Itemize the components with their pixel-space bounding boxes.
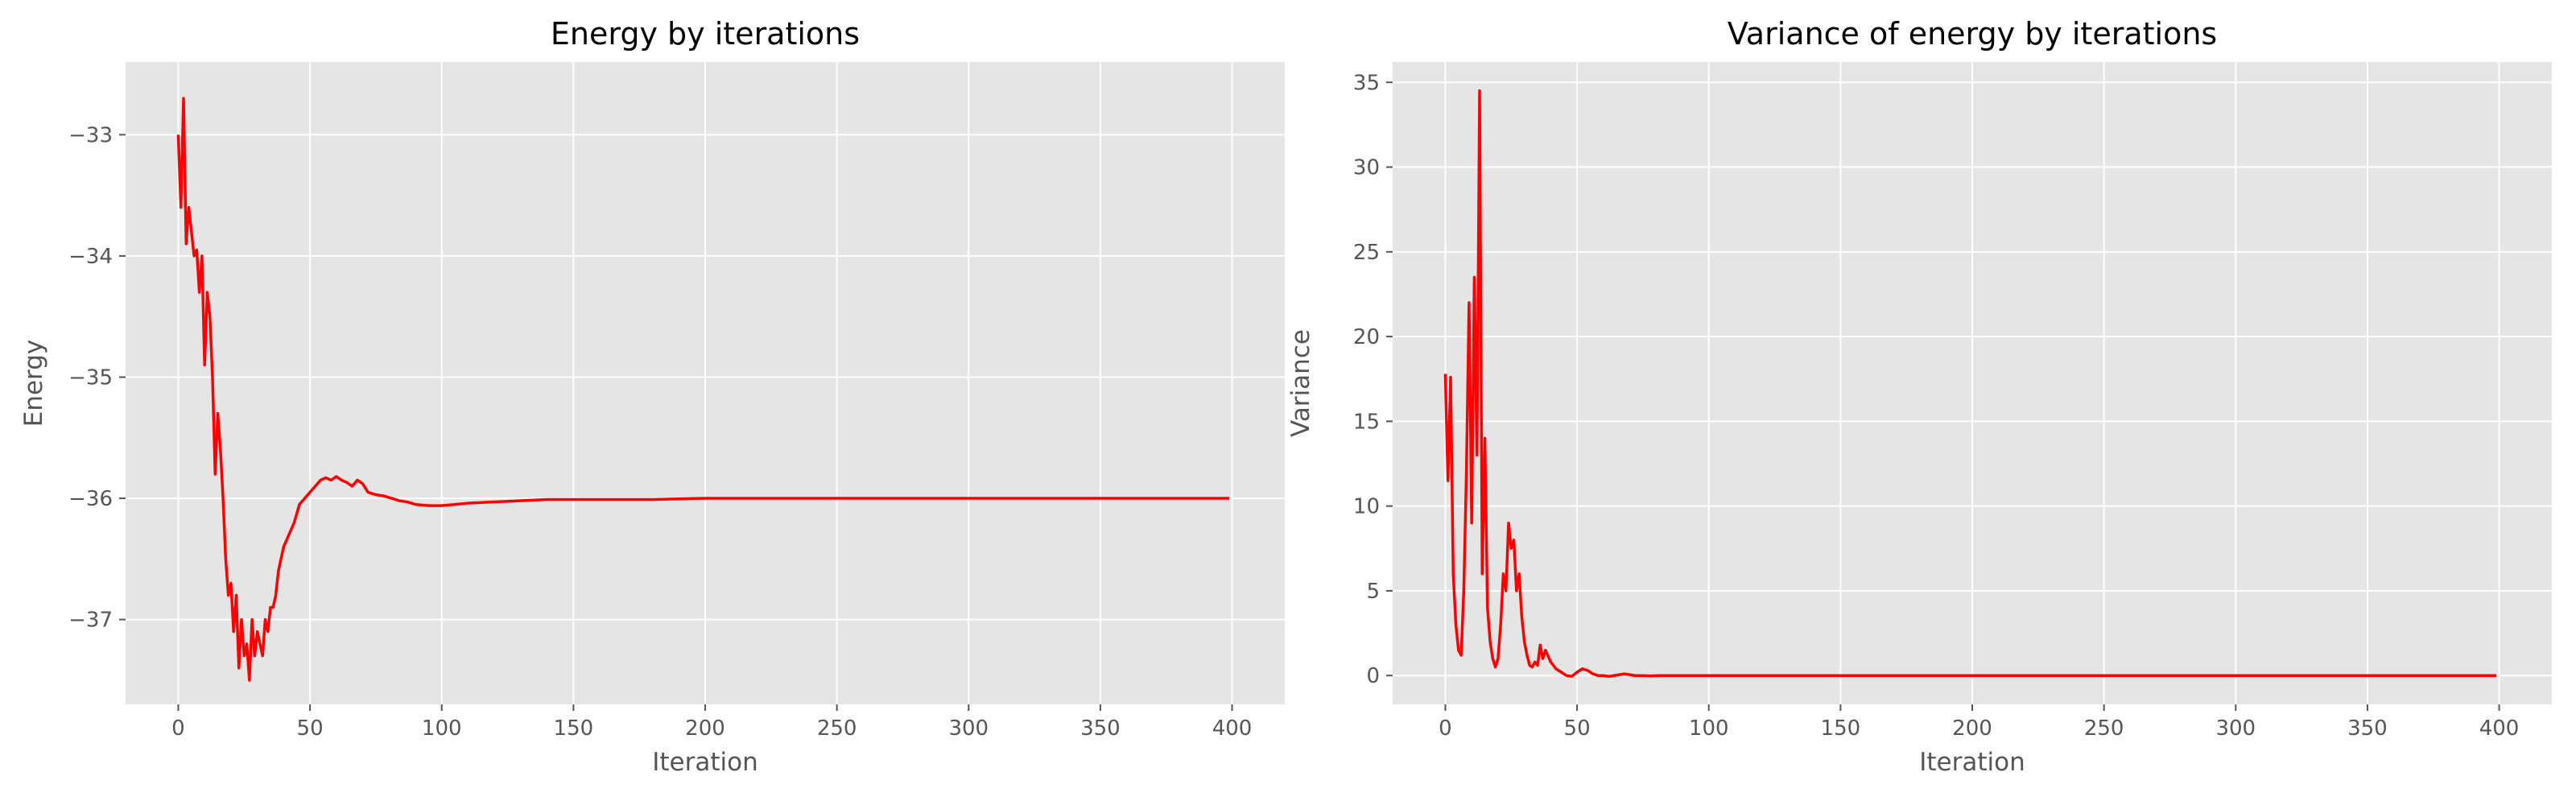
energy-y-axis-label: Energy xyxy=(19,340,48,427)
variance-x-tick-label: 100 xyxy=(1689,716,1729,741)
energy-x-tick-label: 100 xyxy=(422,716,462,741)
energy-chart: 0 50 100 150 200 250 300 350 400 −37 −36 −35 −34 −33 E… xyxy=(19,16,1285,777)
energy-y-tick-label: −37 xyxy=(68,609,113,633)
variance-y-axis-label: Variance xyxy=(1286,329,1315,437)
energy-series-line xyxy=(176,97,1230,682)
variance-series-line xyxy=(1443,89,2497,679)
energy-chart-title: Energy by iterations xyxy=(551,16,860,52)
variance-chart-title: Variance of energy by iterations xyxy=(1728,16,2217,52)
variance-x-tick-label: 150 xyxy=(1821,716,1861,741)
variance-y-tick-label: 5 xyxy=(1366,580,1380,604)
variance-x-tick-label: 300 xyxy=(2215,716,2256,741)
variance-y-tick-label: 35 xyxy=(1353,71,1380,95)
energy-x-tick-label: 300 xyxy=(948,716,989,741)
energy-x-axis-label: Iteration xyxy=(652,748,758,777)
variance-y-tick-label: 30 xyxy=(1353,156,1380,180)
energy-x-tick-label: 350 xyxy=(1080,716,1121,741)
variance-y-tick-label: 10 xyxy=(1353,495,1380,519)
energy-x-tick-label: 150 xyxy=(554,716,594,741)
variance-x-tick-label: 0 xyxy=(1439,716,1452,741)
energy-x-tick-label: 250 xyxy=(817,716,857,741)
energy-y-tick-label: −33 xyxy=(68,123,113,147)
energy-x-tick-label: 200 xyxy=(685,716,725,741)
variance-y-tick-label: 0 xyxy=(1366,664,1380,688)
energy-x-tick-label: 0 xyxy=(171,716,185,741)
variance-y-tick-label: 20 xyxy=(1353,325,1380,349)
energy-x-tick-label: 50 xyxy=(297,716,324,741)
variance-chart: 0 50 100 150 200 250 300 350 400 0 5 10 15 20 25 30 35 Va… xyxy=(1286,16,2552,777)
variance-x-tick-label: 350 xyxy=(2347,716,2388,741)
variance-x-tick-label: 50 xyxy=(1564,716,1591,741)
variance-x-tick-label: 200 xyxy=(1952,716,1992,741)
variance-y-tick-label: 15 xyxy=(1353,410,1380,434)
energy-y-tick-label: −35 xyxy=(68,365,113,390)
energy-x-tick-label: 400 xyxy=(1212,716,1253,741)
energy-y-tick-label: −36 xyxy=(68,487,113,511)
variance-x-tick-label: 400 xyxy=(2479,716,2520,741)
variance-y-tick-label: 25 xyxy=(1353,241,1380,265)
energy-y-tick-label: −34 xyxy=(68,245,113,269)
variance-x-axis-label: Iteration xyxy=(1919,748,2025,777)
variance-x-tick-label: 250 xyxy=(2084,716,2124,741)
